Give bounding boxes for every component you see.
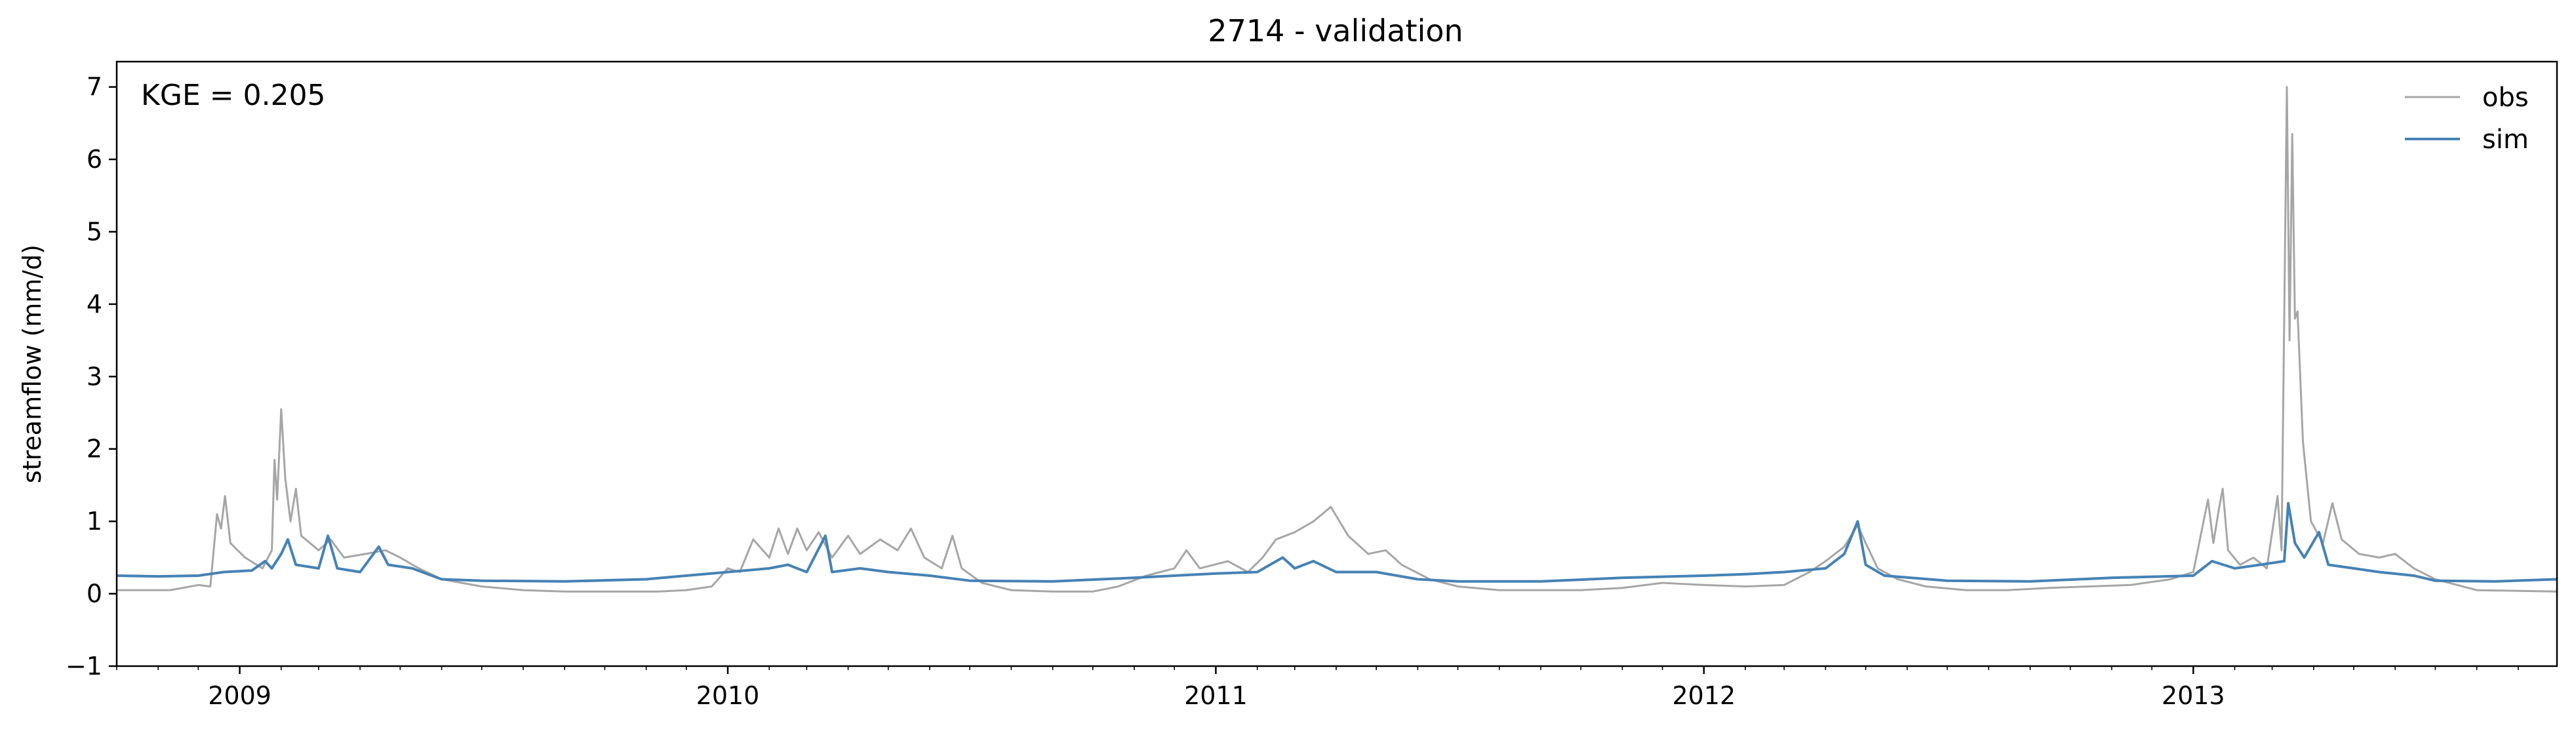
y-tick-label: 4	[87, 290, 102, 319]
x-tick-label: 2011	[1184, 681, 1248, 710]
x-tick-label: 2012	[1672, 681, 1735, 710]
plot-frame	[115, 60, 2558, 667]
legend: obs sim	[2405, 83, 2529, 155]
y-tick-label: 7	[87, 73, 102, 102]
series-line-obs	[117, 86, 2557, 593]
x-tick-label: 2009	[208, 681, 271, 710]
legend-label-sim: sim	[2482, 125, 2529, 155]
series-lines	[117, 86, 2557, 593]
series-line-sim	[117, 502, 2557, 583]
y-axis-label: streamflow (mm/d)	[18, 245, 47, 483]
y-tick-label: 5	[87, 217, 102, 246]
y-tick-label: −1	[66, 652, 102, 681]
y-tick-label: 1	[87, 507, 102, 536]
y-tick-label: 6	[87, 145, 102, 174]
kge-annotation: KGE = 0.205	[141, 79, 326, 112]
x-axis: 2009 2010 2011 2012 2013	[116, 666, 2519, 710]
y-tick-label: 0	[87, 580, 102, 608]
y-axis: −1 0 1 2 3 4 5 6 7	[66, 73, 117, 681]
y-tick-label: 2	[87, 435, 102, 464]
x-tick-label: 2010	[696, 681, 760, 710]
plot-area	[117, 86, 2557, 593]
x-tick-label: 2013	[2162, 681, 2225, 710]
y-tick-label: 3	[87, 362, 102, 391]
legend-label-obs: obs	[2482, 83, 2529, 113]
chart-title: 2714 - validation	[1208, 13, 1463, 49]
